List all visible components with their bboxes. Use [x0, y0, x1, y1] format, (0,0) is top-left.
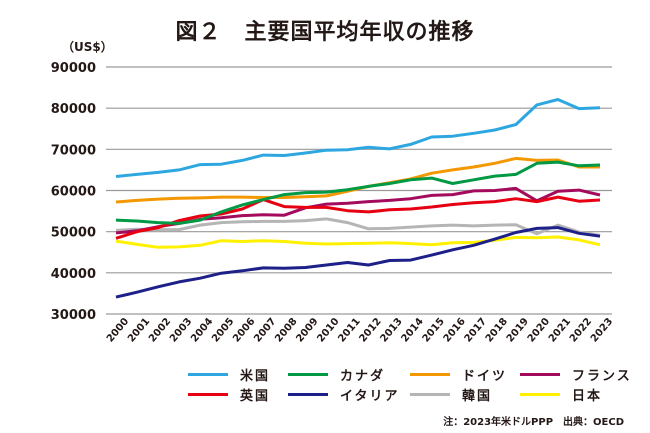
y-tick-label: 90000 [51, 61, 96, 76]
x-tick-label: 2004 [189, 316, 215, 344]
series-line-0 [115, 98, 601, 178]
legend-label: 日本 [572, 388, 603, 404]
x-tick-label: 2006 [231, 316, 257, 344]
y-tick-label: 60000 [51, 185, 96, 200]
y-tick-label: 50000 [51, 226, 96, 241]
legend-label: 英国 [240, 388, 271, 404]
legend-label: イタリア [340, 388, 400, 404]
x-tick-label: 2016 [442, 316, 468, 344]
y-tick-label: 30000 [51, 308, 96, 323]
source-note: 注：2023年米ドルPPP 出典：OECD [443, 417, 624, 428]
series-line-7 [115, 235, 601, 249]
legend-item: 韓国 [410, 384, 492, 404]
legend-item: 英国 [188, 384, 270, 404]
series-line-4 [115, 195, 601, 240]
x-tick-label: 2002 [147, 316, 173, 344]
x-tick-label: 2005 [210, 316, 236, 344]
x-tick-label: 2001 [126, 316, 152, 344]
legend-item: カナダ [288, 364, 385, 384]
x-tick-label: 2007 [252, 316, 278, 344]
x-tick-label: 2013 [378, 316, 404, 344]
series-line-1 [115, 160, 601, 225]
x-tick-label: 2015 [421, 316, 447, 344]
x-tick-label: 2021 [547, 316, 573, 344]
x-tick-label: 2017 [463, 316, 489, 344]
legend-swatch [520, 372, 560, 376]
x-tick-label: 2000 [105, 316, 131, 344]
legend-swatch [410, 392, 450, 396]
y-axis-label: （US$） [62, 39, 113, 54]
legend-item: イタリア [288, 384, 399, 404]
series-line-5 [115, 226, 601, 299]
y-tick-label: 80000 [51, 102, 96, 117]
x-tick-label: 2009 [294, 316, 320, 344]
x-tick-label: 2023 [589, 316, 615, 344]
legend-swatch [288, 372, 328, 376]
gridlines [106, 66, 612, 315]
legend-item: 米国 [188, 364, 270, 384]
legend-label: カナダ [340, 368, 386, 384]
x-tick-label: 2014 [400, 316, 426, 344]
y-tick-label: 70000 [51, 143, 96, 158]
legend-label: 米国 [240, 368, 271, 384]
legend-swatch [410, 372, 450, 376]
x-tick-label: 2022 [568, 316, 594, 344]
legend-swatch [288, 392, 328, 396]
legend-item: フランス [520, 364, 632, 384]
legend-label: 韓国 [462, 388, 493, 404]
legend-label: ドイツ [462, 368, 508, 384]
legend-swatch [188, 392, 228, 396]
series-lines [115, 98, 601, 299]
legend-swatch [520, 392, 560, 396]
legend-label: フランス [572, 368, 632, 384]
y-tick-label: 40000 [51, 267, 96, 282]
x-tick-label: 2012 [357, 316, 383, 344]
x-tick-label: 2008 [273, 316, 299, 344]
x-tick-label: 2003 [168, 316, 194, 344]
x-tick-label: 2011 [336, 316, 362, 344]
legend-swatch [188, 372, 228, 376]
series-line-6 [115, 217, 601, 237]
chart-title: 図２ 主要国平均年収の推移 [175, 20, 475, 45]
line-chart: （US$） 30000 40000 50000 60000 70000 80000 9000… [51, 39, 616, 345]
x-tick-label: 2010 [315, 316, 341, 344]
x-tick-label: 2019 [505, 316, 531, 344]
x-tick-labels: 2000200120022003200420052006200720082009… [105, 316, 615, 344]
legend-item: 日本 [520, 384, 602, 404]
legend-item: ドイツ [410, 364, 507, 384]
x-tick-label: 2018 [484, 316, 510, 344]
y-tick-labels: 30000 40000 50000 60000 70000 80000 90000 [51, 61, 96, 323]
x-tick-label: 2020 [526, 316, 552, 344]
